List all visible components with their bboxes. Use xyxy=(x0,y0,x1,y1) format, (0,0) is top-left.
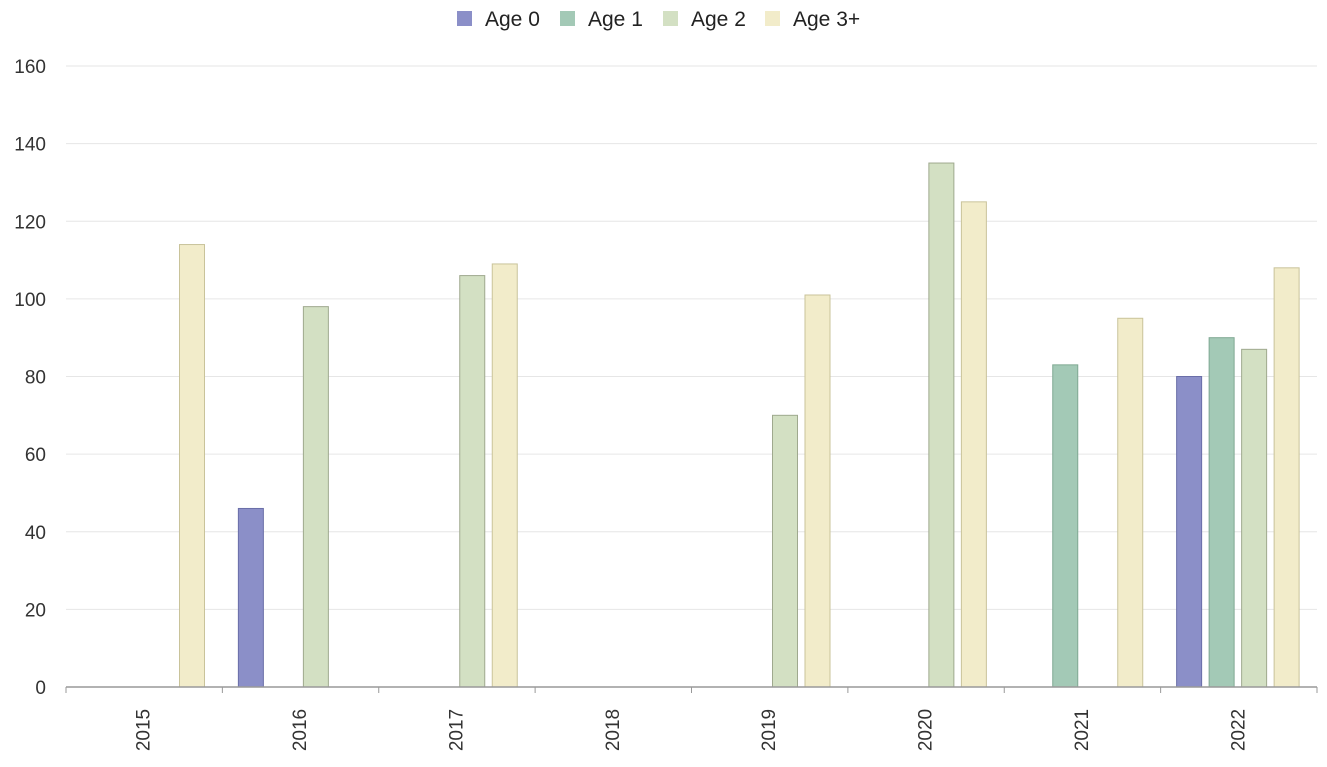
axes: 0 20 40 60 80 100 120 140 160 2015 2016 2017 2018 201… xyxy=(14,57,1318,751)
bar-age-3--2022 xyxy=(1273,267,1300,688)
grid-lines xyxy=(66,65,1317,610)
y-tick-label: 120 xyxy=(14,212,46,233)
bar-age-1-2022 xyxy=(1208,337,1235,688)
bar-age-0-2022 xyxy=(1176,376,1203,688)
x-tick-label: 2016 xyxy=(290,709,311,751)
bar-age-3--2015 xyxy=(179,244,205,688)
y-tick-label: 0 xyxy=(35,678,46,699)
bar-age-0-2016 xyxy=(237,507,264,688)
legend: Age 0 Age 1 Age 2 Age 3+ xyxy=(457,8,860,31)
bar-age-1-2021 xyxy=(1052,364,1079,688)
bars xyxy=(179,162,1300,688)
y-tick-label: 100 xyxy=(14,290,46,311)
bar-age-3--2019 xyxy=(804,294,831,688)
bar-age-3--2020 xyxy=(960,201,987,688)
legend-label[interactable]: Age 1 xyxy=(588,8,643,31)
x-tick-label: 2015 xyxy=(134,709,155,751)
legend-swatch xyxy=(560,11,575,26)
y-tick-label: 60 xyxy=(25,445,46,466)
x-tick-label: 2017 xyxy=(446,709,467,751)
legend-swatch xyxy=(663,11,678,26)
x-tick-label: 2020 xyxy=(916,709,937,751)
x-tick-label: 2022 xyxy=(1228,709,1249,751)
bar-age-2-2022 xyxy=(1241,348,1268,688)
legend-swatch xyxy=(765,11,780,26)
x-tick-label: 2021 xyxy=(1072,709,1093,751)
legend-label[interactable]: Age 2 xyxy=(691,8,746,31)
legend-label[interactable]: Age 0 xyxy=(485,8,540,31)
y-tick-label: 40 xyxy=(25,523,46,544)
y-tick-label: 80 xyxy=(25,368,46,389)
bar-age-3--2021 xyxy=(1117,317,1144,688)
x-tick-label: 2019 xyxy=(759,709,780,751)
bar-age-2-2017 xyxy=(459,275,486,688)
y-tick-label: 20 xyxy=(25,600,46,621)
bar-age-2-2019 xyxy=(772,414,798,688)
legend-swatch xyxy=(457,11,472,26)
x-tick-label: 2018 xyxy=(603,709,624,751)
bar-age-2-2016 xyxy=(302,306,329,688)
bar-age-3--2017 xyxy=(491,263,518,688)
legend-label[interactable]: Age 3+ xyxy=(793,8,860,31)
y-tick-label: 140 xyxy=(14,135,46,156)
y-tick-label: 160 xyxy=(14,57,46,78)
bar-age-2-2020 xyxy=(928,162,955,688)
